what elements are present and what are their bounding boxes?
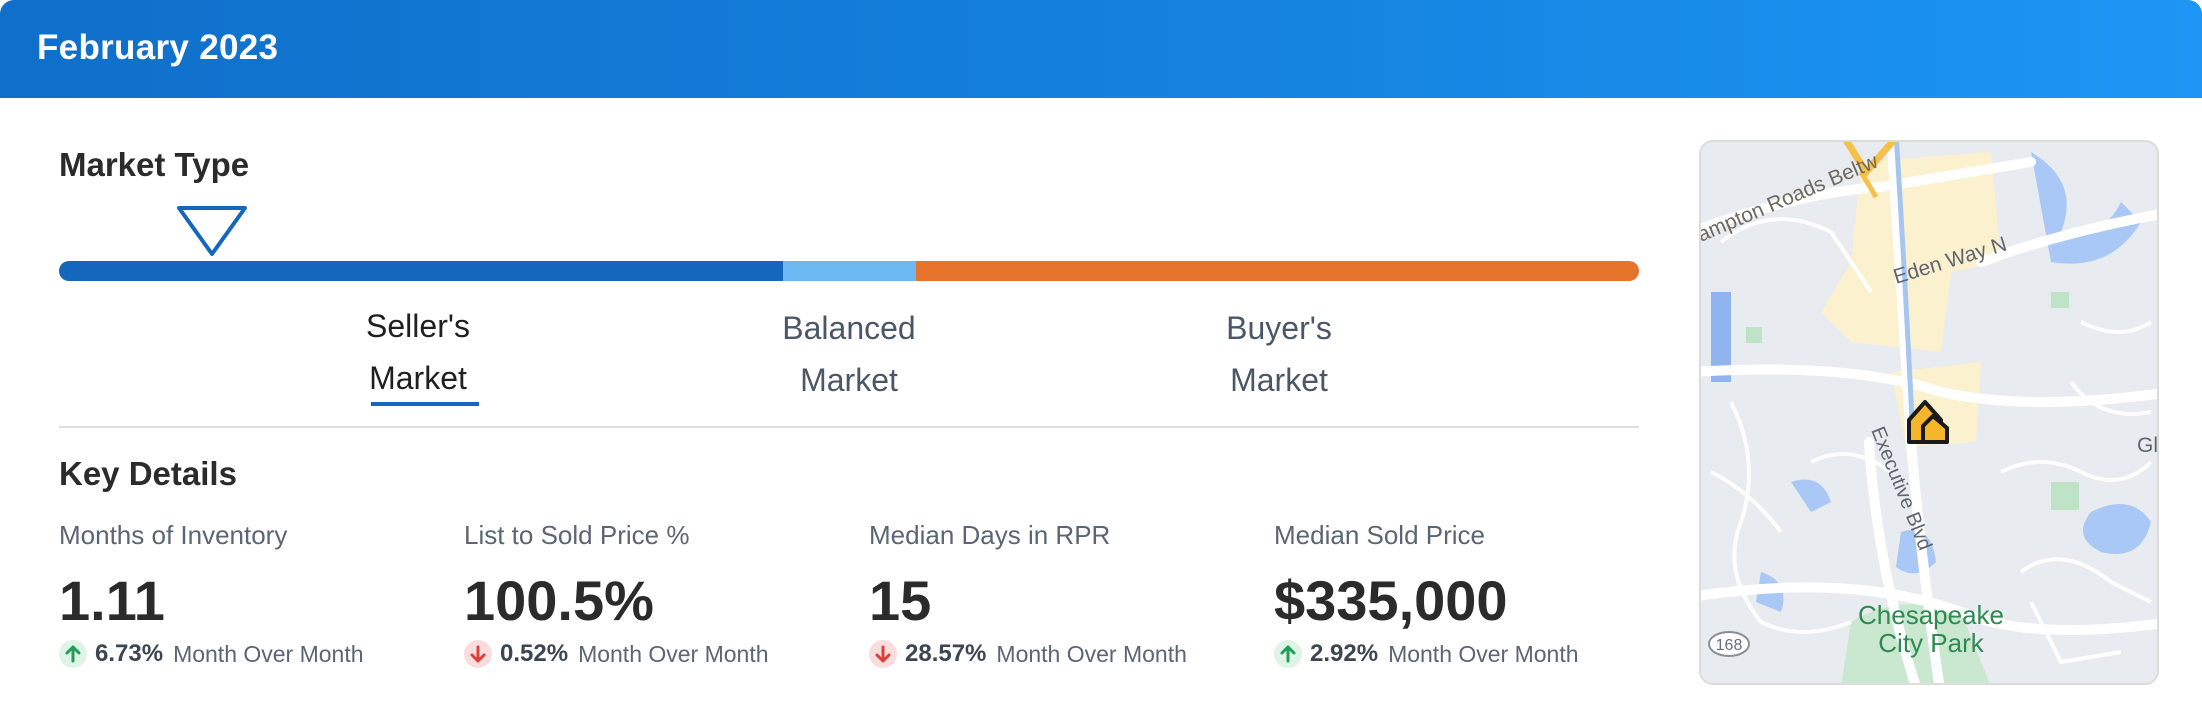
map-label-park-line1: Chesapeake bbox=[1858, 600, 2004, 630]
arrow-up-icon bbox=[59, 640, 87, 668]
change-percent: 2.92% bbox=[1310, 640, 1379, 667]
section-divider bbox=[59, 426, 1639, 428]
tab-balanced-market[interactable]: Balanced Market bbox=[719, 302, 979, 406]
map-canvas: 168 ampton Roads Beltw Eden Way N Execut… bbox=[1701, 142, 2158, 683]
location-map[interactable]: 168 ampton Roads Beltw Eden Way N Execut… bbox=[1699, 140, 2159, 685]
market-type-bar bbox=[59, 261, 1639, 281]
balanced-market-label-line1: Balanced bbox=[782, 310, 916, 346]
change-period: Month Over Month bbox=[1388, 640, 1579, 667]
key-details-title: Key Details bbox=[59, 455, 237, 492]
buyers-market-label-line2: Market bbox=[1230, 362, 1328, 398]
change-percent: 6.73% bbox=[95, 640, 164, 667]
house-marker-icon[interactable] bbox=[1907, 400, 1949, 444]
stat-change: 28.57% Month Over Month bbox=[869, 640, 1187, 668]
map-label-park-line2: City Park bbox=[1878, 628, 1984, 658]
tab-sellers-market[interactable]: Seller's Market bbox=[288, 300, 548, 406]
change-period: Month Over Month bbox=[578, 640, 769, 667]
balanced-market-label-line2: Market bbox=[800, 362, 898, 398]
market-indicator-triangle-icon bbox=[177, 206, 248, 256]
balanced-market-segment bbox=[783, 261, 916, 281]
stat-change: 0.52% Month Over Month bbox=[464, 640, 769, 668]
route-shield-icon: 168 bbox=[1708, 631, 1750, 657]
buyers-market-label-line1: Buyer's bbox=[1226, 310, 1332, 346]
route-shield-label: 168 bbox=[1716, 637, 1743, 654]
stat-label: Median Sold Price bbox=[1274, 520, 1485, 550]
sellers-market-label-line1: Seller's bbox=[366, 308, 470, 344]
arrow-down-icon bbox=[464, 640, 492, 668]
buyers-market-segment bbox=[916, 261, 1639, 281]
change-percent: 28.57% bbox=[905, 640, 987, 667]
arrow-down-icon bbox=[869, 640, 897, 668]
sellers-market-segment bbox=[59, 261, 783, 281]
stat-label: List to Sold Price % bbox=[464, 520, 690, 550]
selected-tab-underline bbox=[371, 402, 479, 406]
stat-value: $335,000 bbox=[1274, 569, 1508, 632]
stat-change: 6.73% Month Over Month bbox=[59, 640, 364, 668]
change-period: Month Over Month bbox=[173, 640, 364, 667]
map-label-edge: Gl bbox=[2137, 434, 2158, 457]
report-month-title: February 2023 bbox=[37, 28, 279, 67]
change-percent: 0.52% bbox=[500, 640, 569, 667]
stat-value: 15 bbox=[869, 569, 932, 632]
market-type-title: Market Type bbox=[59, 146, 250, 183]
stat-label: Median Days in RPR bbox=[869, 520, 1111, 550]
stat-label: Months of Inventory bbox=[59, 520, 288, 550]
report-header: February 2023 bbox=[0, 0, 2202, 98]
stat-value: 1.11 bbox=[59, 569, 165, 632]
stat-change: 2.92% Month Over Month bbox=[1274, 640, 1579, 668]
change-period: Month Over Month bbox=[996, 640, 1187, 667]
stat-value: 100.5% bbox=[464, 569, 654, 632]
sellers-market-label-line2: Market bbox=[369, 360, 467, 396]
tab-buyers-market[interactable]: Buyer's Market bbox=[1149, 302, 1409, 406]
arrow-up-icon bbox=[1274, 640, 1302, 668]
